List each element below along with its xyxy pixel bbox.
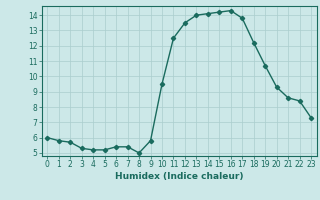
X-axis label: Humidex (Indice chaleur): Humidex (Indice chaleur) — [115, 172, 244, 181]
